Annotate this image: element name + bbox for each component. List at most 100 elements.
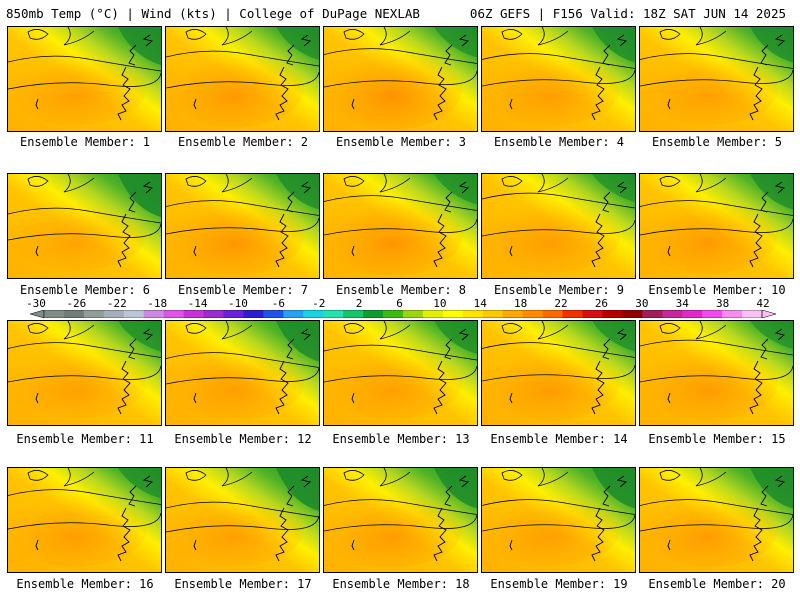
ensemble-member-label: Ensemble Member: 15: [648, 432, 786, 446]
colorbar-swatch: [223, 310, 244, 318]
ensemble-member-label: Ensemble Member: 11: [16, 432, 154, 446]
colorbar-swatch: [103, 310, 125, 318]
map-panel: [481, 173, 636, 279]
colorbar-swatch: [243, 310, 264, 318]
temperature-map: [166, 468, 319, 572]
ensemble-member-label: Ensemble Member: 14: [490, 432, 628, 446]
ensemble-member-label: Ensemble Member: 20: [648, 577, 786, 591]
map-panel: [165, 320, 320, 426]
colorbar-tick-label: 30: [635, 297, 649, 310]
colorbar-swatch: [403, 310, 424, 318]
colorbar-swatch: [303, 310, 324, 318]
colorbar-swatch: [702, 310, 723, 318]
temperature-map: [482, 27, 635, 131]
colorbar-tick-label: 2: [355, 297, 363, 310]
colorbar-tick-label: 38: [715, 297, 730, 310]
header-left-title: 850mb Temp (°C) | Wind (kts) | College o…: [6, 6, 420, 21]
temperature-map: [324, 468, 477, 572]
ensemble-member-label: Ensemble Member: 7: [177, 283, 309, 297]
temperature-map: [8, 174, 161, 278]
temperature-map: [640, 27, 793, 131]
map-panel: [165, 467, 320, 573]
colorbar-swatch: [542, 310, 564, 318]
temperature-map: [482, 468, 635, 572]
ensemble-member-label: Ensemble Member: 16: [16, 577, 154, 591]
colorbar-swatch: [363, 310, 384, 318]
map-panel: [165, 173, 320, 279]
temperature-map: [640, 321, 793, 425]
ensemble-member-label: Ensemble Member: 8: [335, 283, 467, 297]
map-panel: [639, 173, 794, 279]
temperature-map: [166, 27, 319, 131]
ensemble-member-label: Ensemble Member: 6: [19, 283, 151, 297]
colorbar-swatch: [83, 310, 105, 318]
temperature-map: [324, 174, 477, 278]
colorbar-tick-label: 14: [473, 297, 487, 310]
map-panel: [481, 26, 636, 132]
ensemble-member-label: Ensemble Member: 18: [332, 577, 470, 591]
colorbar-tick-label: -26: [66, 297, 87, 310]
map-panel: [7, 467, 162, 573]
ensemble-member-label: Ensemble Member: 12: [174, 432, 312, 446]
temperature-map: [482, 174, 635, 278]
colorbar-swatch: [123, 310, 145, 318]
colorbar-swatch: [722, 310, 743, 318]
colorbar-tick-label: -18: [147, 297, 168, 310]
colorbar-swatch: [622, 310, 643, 318]
colorbar-right-arrow: [761, 310, 776, 318]
colorbar-swatch: [163, 310, 185, 318]
map-panel: [323, 26, 478, 132]
colorbar-swatch: [183, 310, 205, 318]
colorbar-left-arrow: [30, 310, 45, 318]
colorbar-swatch: [682, 310, 703, 318]
temperature-map: [166, 321, 319, 425]
temperature-map: [482, 321, 635, 425]
colorbar-swatch: [63, 310, 85, 318]
map-panel: [323, 467, 478, 573]
colorbar-swatch: [383, 310, 404, 318]
map-panel: [7, 26, 162, 132]
ensemble-member-label: Ensemble Member: 2: [177, 135, 309, 149]
map-panel: [481, 467, 636, 573]
temperature-map: [324, 27, 477, 131]
colorbar-swatch: [422, 310, 444, 318]
ensemble-member-label: Ensemble Member: 17: [174, 577, 312, 591]
colorbar-swatch: [502, 310, 524, 318]
colorbar-swatch: [482, 310, 504, 318]
ensemble-member-label: Ensemble Member: 3: [335, 135, 467, 149]
colorbar-tick-label: 22: [554, 297, 568, 310]
map-panel: [7, 320, 162, 426]
colorbar-tick-label: -14: [187, 297, 208, 310]
colorbar-swatch: [143, 310, 165, 318]
colorbar-swatch: [522, 310, 544, 318]
header-right-title: 06Z GEFS | F156 Valid: 18Z SAT JUN 14 20…: [469, 6, 786, 21]
ensemble-member-label: Ensemble Member: 1: [19, 135, 151, 149]
map-panel: [165, 26, 320, 132]
colorbar-swatch: [562, 310, 583, 318]
map-panel: [323, 173, 478, 279]
ensemble-member-label: Ensemble Member: 13: [332, 432, 470, 446]
temperature-map: [640, 468, 793, 572]
map-panel: [639, 320, 794, 426]
ensemble-member-label: Ensemble Member: 4: [493, 135, 625, 149]
ensemble-member-label: Ensemble Member: 9: [493, 283, 625, 297]
ensemble-member-label: Ensemble Member: 5: [651, 135, 783, 149]
temperature-map: [166, 174, 319, 278]
colorbar-swatch: [602, 310, 623, 318]
colorbar-swatch: [442, 310, 464, 318]
colorbar-swatch: [742, 310, 763, 318]
colorbar-swatch: [203, 310, 224, 318]
temperature-map: [8, 27, 161, 131]
colorbar-tick-label: -30: [26, 297, 46, 310]
colorbar-swatch: [44, 310, 65, 318]
colorbar-tick-label: 34: [675, 297, 689, 310]
colorbar-swatch: [343, 310, 364, 318]
map-panel: [639, 26, 794, 132]
ensemble-member-label: Ensemble Member: 10: [648, 283, 786, 297]
map-panel: [639, 467, 794, 573]
map-panel: [7, 173, 162, 279]
colorbar-tick-label: 42: [756, 297, 770, 310]
map-panel: [323, 320, 478, 426]
colorbar-swatch: [283, 310, 304, 318]
colorbar-tick-label: 10: [433, 297, 447, 310]
